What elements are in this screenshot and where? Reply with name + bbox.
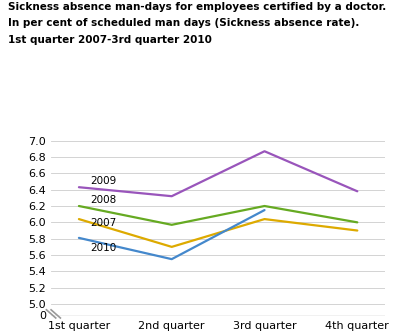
- Text: In per cent of scheduled man days (Sickness absence rate).: In per cent of scheduled man days (Sickn…: [8, 18, 359, 28]
- Text: 0: 0: [39, 311, 46, 321]
- Text: Sickness absence man-days for employees certified by a doctor.: Sickness absence man-days for employees …: [8, 2, 386, 12]
- Text: 1st quarter 2007-3rd quarter 2010: 1st quarter 2007-3rd quarter 2010: [8, 35, 212, 45]
- Text: 2010: 2010: [90, 243, 116, 253]
- Text: 2009: 2009: [90, 176, 116, 186]
- Text: 2008: 2008: [90, 195, 116, 205]
- Text: 2007: 2007: [90, 218, 116, 228]
